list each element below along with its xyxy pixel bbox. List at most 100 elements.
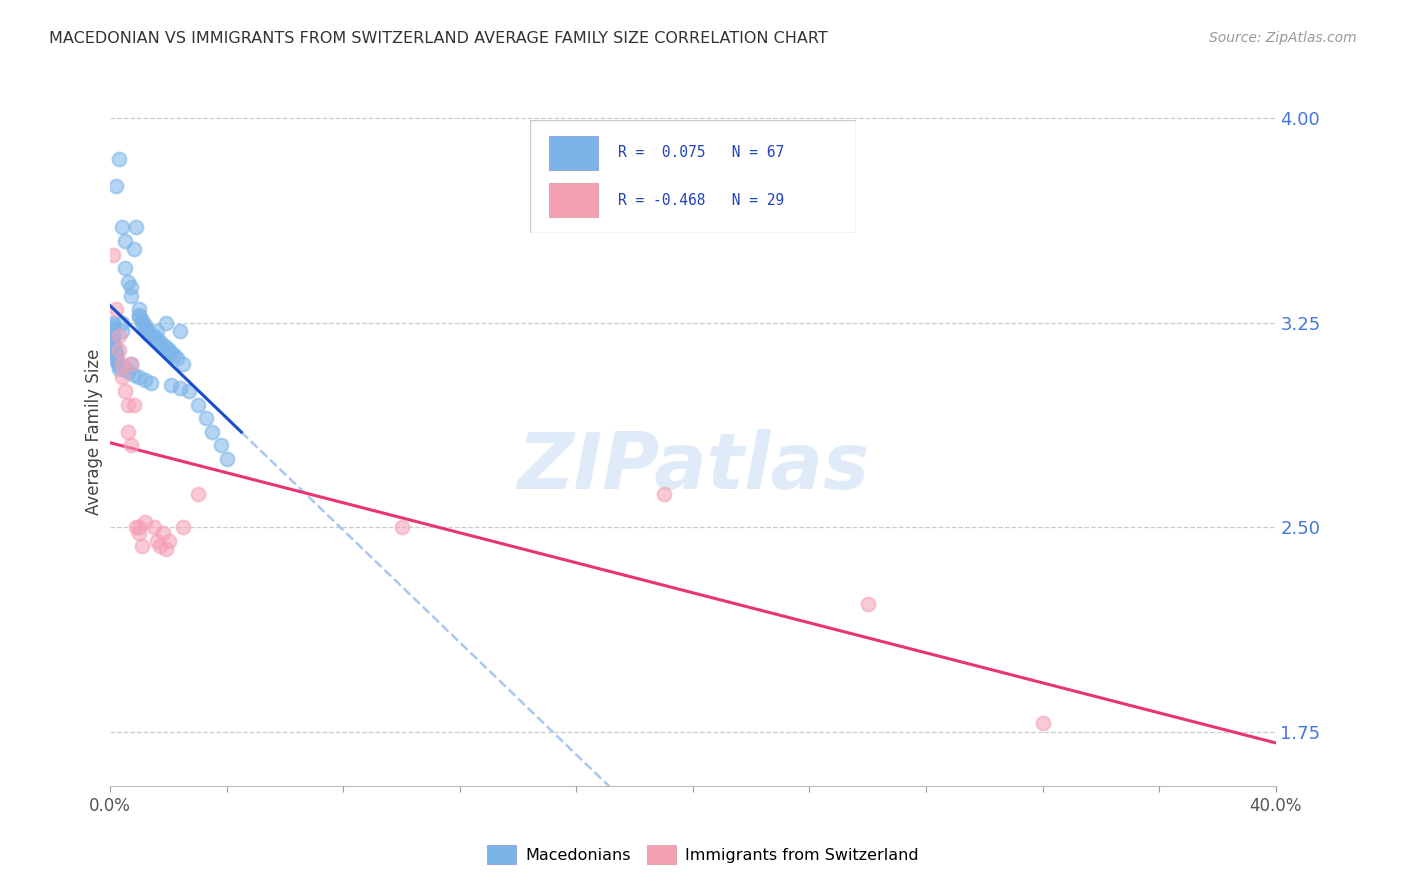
Point	[169, 324, 191, 338]
Point	[122, 368, 145, 382]
Point	[131, 313, 153, 327]
Point	[136, 324, 159, 338]
Text: Source: ZipAtlas.com: Source: ZipAtlas.com	[1209, 31, 1357, 45]
Point	[143, 520, 166, 534]
Point	[108, 343, 131, 357]
Legend: Macedonians, Immigrants from Switzerland: Macedonians, Immigrants from Switzerland	[481, 838, 925, 871]
Point	[128, 370, 150, 384]
Point	[103, 316, 125, 330]
Point	[201, 425, 224, 439]
Point	[111, 357, 134, 371]
Point	[172, 357, 194, 371]
Point	[105, 349, 128, 363]
Point	[103, 332, 125, 346]
Point	[195, 411, 218, 425]
Point	[108, 357, 131, 371]
Point	[128, 308, 150, 322]
Point	[128, 520, 150, 534]
Point	[105, 343, 128, 357]
Point	[187, 487, 209, 501]
Point	[111, 370, 134, 384]
Point	[103, 247, 125, 261]
Point	[125, 520, 148, 534]
Point	[146, 533, 169, 548]
Point	[108, 359, 131, 374]
Point	[103, 321, 125, 335]
Point	[128, 525, 150, 540]
Point	[149, 539, 172, 553]
Point	[155, 316, 177, 330]
Point	[177, 384, 200, 398]
Point	[111, 324, 134, 338]
Point	[1031, 716, 1053, 731]
Point	[103, 326, 125, 341]
Point	[134, 321, 156, 335]
Point	[105, 345, 128, 359]
Point	[143, 329, 166, 343]
Point	[131, 316, 153, 330]
Point	[117, 275, 139, 289]
Point	[111, 316, 134, 330]
Point	[169, 381, 191, 395]
Point	[131, 539, 153, 553]
Point	[160, 378, 183, 392]
Point	[120, 357, 142, 371]
Point	[856, 597, 879, 611]
Point	[103, 318, 125, 333]
Point	[120, 288, 142, 302]
Point	[209, 438, 232, 452]
Point	[120, 438, 142, 452]
Point	[157, 533, 180, 548]
Point	[146, 332, 169, 346]
Point	[114, 261, 136, 276]
Point	[105, 351, 128, 366]
Point	[136, 326, 159, 341]
Point	[215, 452, 238, 467]
Point	[111, 220, 134, 235]
Point	[103, 329, 125, 343]
Point	[108, 329, 131, 343]
Point	[108, 152, 131, 166]
Point	[128, 310, 150, 325]
Point	[120, 357, 142, 371]
Point	[139, 376, 162, 390]
Point	[114, 362, 136, 376]
Point	[166, 351, 188, 366]
Point	[114, 234, 136, 248]
Point	[105, 354, 128, 368]
Text: MACEDONIAN VS IMMIGRANTS FROM SWITZERLAND AVERAGE FAMILY SIZE CORRELATION CHART: MACEDONIAN VS IMMIGRANTS FROM SWITZERLAN…	[49, 31, 828, 46]
Point	[155, 340, 177, 354]
Point	[117, 398, 139, 412]
Point	[128, 302, 150, 317]
Point	[134, 318, 156, 333]
Point	[122, 242, 145, 256]
Point	[172, 520, 194, 534]
Point	[105, 179, 128, 194]
Point	[146, 324, 169, 338]
Point	[125, 220, 148, 235]
Point	[160, 345, 183, 359]
Point	[108, 362, 131, 376]
Point	[652, 487, 675, 501]
Point	[149, 334, 172, 349]
Point	[117, 425, 139, 439]
Point	[117, 365, 139, 379]
Point	[114, 384, 136, 398]
Point	[163, 349, 186, 363]
Point	[105, 302, 128, 317]
Point	[157, 343, 180, 357]
Point	[120, 280, 142, 294]
Text: ZIPatlas: ZIPatlas	[517, 429, 869, 505]
Point	[134, 515, 156, 529]
Point	[155, 541, 177, 556]
Point	[103, 337, 125, 351]
Point	[152, 525, 174, 540]
Point	[103, 324, 125, 338]
Y-axis label: Average Family Size: Average Family Size	[86, 349, 103, 515]
Point	[391, 520, 413, 534]
Point	[152, 337, 174, 351]
Point	[103, 340, 125, 354]
Point	[187, 398, 209, 412]
Point	[134, 373, 156, 387]
Point	[122, 398, 145, 412]
